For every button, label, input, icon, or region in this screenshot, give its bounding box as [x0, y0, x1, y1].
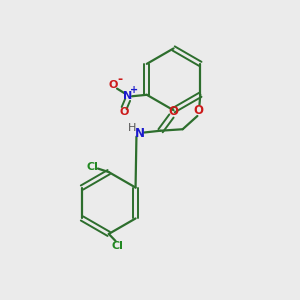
- Text: H: H: [128, 123, 136, 133]
- Text: N: N: [135, 127, 145, 140]
- Text: O: O: [194, 103, 204, 117]
- Text: N: N: [123, 91, 132, 101]
- Text: -: -: [117, 73, 122, 86]
- Text: O: O: [168, 105, 178, 118]
- Text: O: O: [109, 80, 118, 90]
- Text: Cl: Cl: [87, 162, 98, 172]
- Text: O: O: [119, 106, 129, 117]
- Text: +: +: [130, 85, 138, 95]
- Text: Cl: Cl: [111, 241, 123, 251]
